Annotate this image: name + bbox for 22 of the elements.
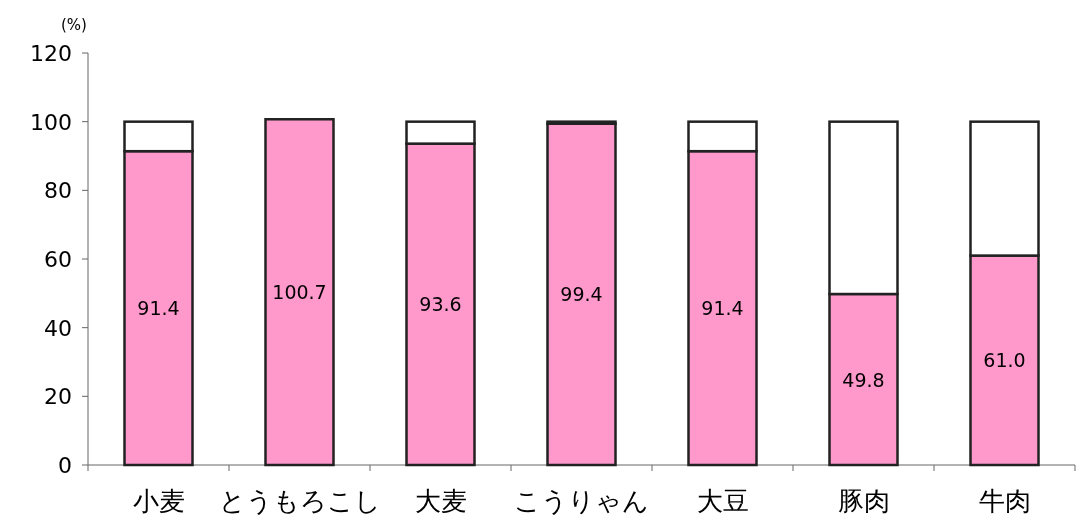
value-label: 61.0 — [983, 349, 1026, 372]
ytick: 40 — [44, 315, 72, 341]
xtick: 大豆 — [696, 486, 749, 516]
ytick: 20 — [44, 384, 72, 410]
xtick: 豚肉 — [837, 486, 890, 516]
value-label: 91.4 — [137, 297, 180, 320]
xtick: 大麦 — [414, 486, 467, 516]
xtick: とうもろこし — [218, 486, 381, 516]
ylabel: (%) — [61, 16, 87, 34]
value-label: 93.6 — [419, 293, 462, 316]
value-label: 100.7 — [272, 281, 327, 304]
value-label: 49.8 — [842, 368, 885, 391]
xtick: こうりゃん — [514, 486, 649, 516]
ytick: 100 — [30, 109, 72, 135]
ytick: 60 — [44, 247, 72, 272]
ytick: 0 — [58, 453, 72, 478]
value-label: 99.4 — [560, 283, 603, 306]
ytick: 120 — [30, 41, 72, 66]
xtick: 牛肉 — [978, 486, 1031, 516]
xtick: 小麦 — [132, 486, 185, 516]
value-label: 91.4 — [701, 297, 744, 320]
ytick: 80 — [44, 178, 72, 204]
